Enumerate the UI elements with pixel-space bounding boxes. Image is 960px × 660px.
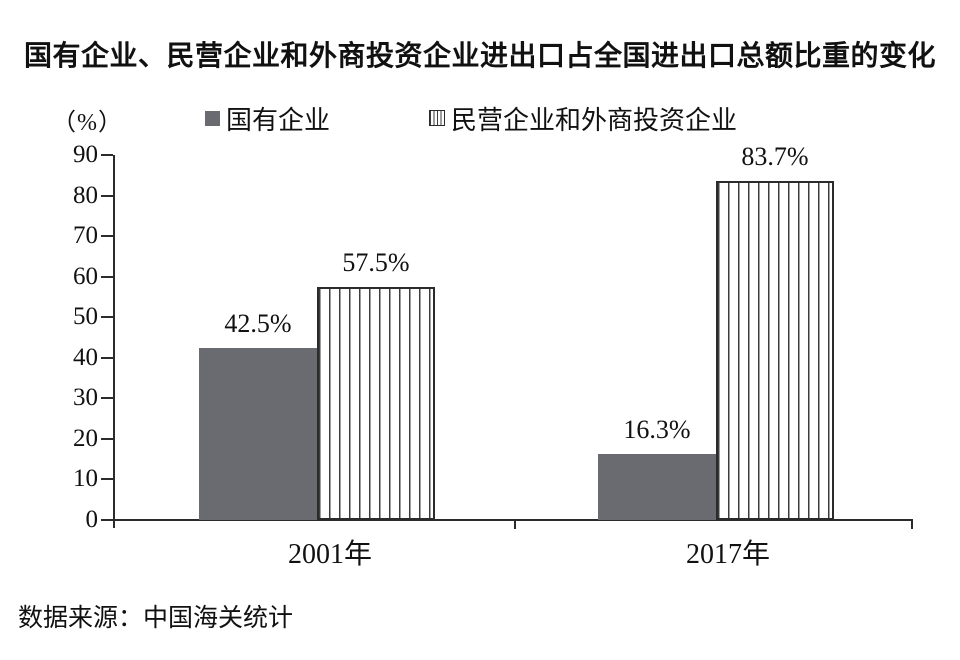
source-note: 数据来源：中国海关统计 xyxy=(18,605,294,632)
bar-value-label-private-foreign-2017: 83.7% xyxy=(741,141,809,171)
chart-title: 国有企业、民营企业和外商投资企业进出口占全国进出口总额比重的变化 xyxy=(23,40,936,71)
bar-value-label-state-owned-2001: 42.5% xyxy=(224,308,292,338)
y-tick-label: 0 xyxy=(85,506,99,533)
legend-item-private-foreign: 民营企业和外商投资企业 xyxy=(429,103,737,135)
bar-private-foreign-2017 xyxy=(716,180,834,520)
y-tick-mark xyxy=(101,356,113,359)
bar-state-owned-2001 xyxy=(199,347,317,520)
legend-label-state-owned: 国有企业 xyxy=(226,105,331,135)
y-tick-label: 60 xyxy=(73,262,98,290)
legend-label-private-foreign: 民营企业和外商投资企业 xyxy=(451,105,738,135)
x-axis-line xyxy=(113,519,913,521)
bar-state-owned-2017 xyxy=(598,453,716,520)
x-category-label-2017: 2017年 xyxy=(685,539,770,570)
legend-item-state-owned: 国有企业 xyxy=(205,103,330,135)
y-tick-label: 70 xyxy=(73,222,98,250)
y-tick-mark xyxy=(101,478,113,481)
y-tick-mark xyxy=(101,275,113,278)
y-tick-label: 80 xyxy=(73,181,98,209)
y-tick-mark xyxy=(101,194,113,197)
y-axis-unit-label: （%） xyxy=(52,110,123,136)
bar-private-foreign-2001 xyxy=(317,286,435,520)
y-tick-mark xyxy=(101,519,113,521)
y-tick-label: 50 xyxy=(73,303,98,331)
y-tick-mark xyxy=(101,437,113,440)
x-tick-mark xyxy=(514,521,516,529)
y-tick-label: 30 xyxy=(73,384,98,412)
y-tick-label: 10 xyxy=(73,465,98,493)
y-tick-label: 40 xyxy=(73,343,98,371)
striped-swatch-icon xyxy=(429,110,445,126)
bar-value-label-private-foreign-2001: 57.5% xyxy=(342,247,410,277)
x-category-label-2001: 2001年 xyxy=(287,539,372,570)
solid-gray-swatch-icon xyxy=(205,110,220,126)
y-tick-mark xyxy=(101,316,113,319)
x-tick-mark xyxy=(911,521,913,529)
y-axis-line xyxy=(113,155,115,528)
y-tick-mark xyxy=(101,235,113,238)
y-tick-label: 90 xyxy=(73,141,98,168)
y-tick-mark xyxy=(101,397,113,400)
y-tick-label: 20 xyxy=(73,424,98,452)
bar-value-label-state-owned-2017: 16.3% xyxy=(623,414,691,444)
y-tick-mark xyxy=(101,154,113,156)
